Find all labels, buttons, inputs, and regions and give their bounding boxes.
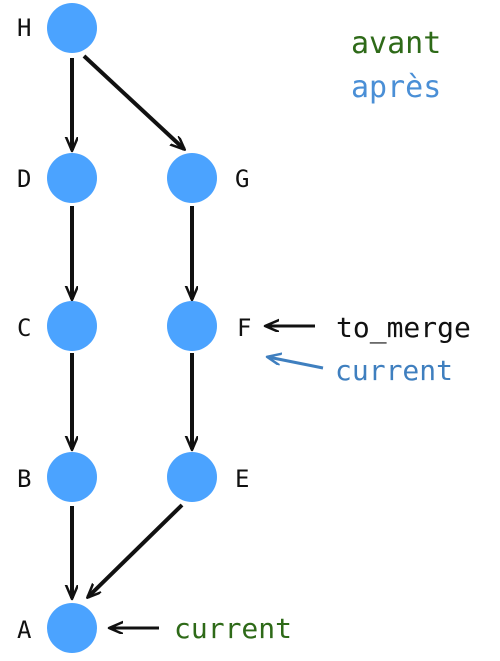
node-c-circle (47, 301, 97, 351)
node-label-f: F (237, 314, 251, 342)
node-label-e: E (235, 465, 249, 493)
legend-avant: avant (351, 26, 441, 61)
node-label-d: D (17, 165, 31, 193)
annotations: to_merge current current (110, 311, 471, 645)
node-label-b: B (17, 465, 31, 493)
to-merge-label: to_merge (336, 311, 471, 345)
node-labels: H D G C F B E A (17, 14, 251, 644)
node-label-c: C (17, 314, 31, 342)
node-label-a: A (17, 616, 32, 644)
node-b-circle (47, 452, 97, 502)
node-g-circle (167, 153, 217, 203)
edge-e-to-a (88, 503, 184, 597)
node-d-circle (47, 153, 97, 203)
legend-apres: après (351, 70, 441, 105)
node-a-circle (47, 603, 97, 653)
nodes (47, 3, 217, 653)
node-e-circle (167, 452, 217, 502)
legend: avant après (351, 26, 441, 105)
current-after-label: current (335, 354, 453, 387)
node-h-circle (47, 3, 97, 53)
edge-h-to-g (82, 54, 184, 149)
node-label-g: G (235, 165, 249, 193)
node-label-h: H (17, 14, 31, 42)
current-after-arrow (268, 357, 324, 370)
current-before-label: current (174, 612, 292, 645)
edges (72, 54, 192, 598)
node-f-circle (167, 301, 217, 351)
